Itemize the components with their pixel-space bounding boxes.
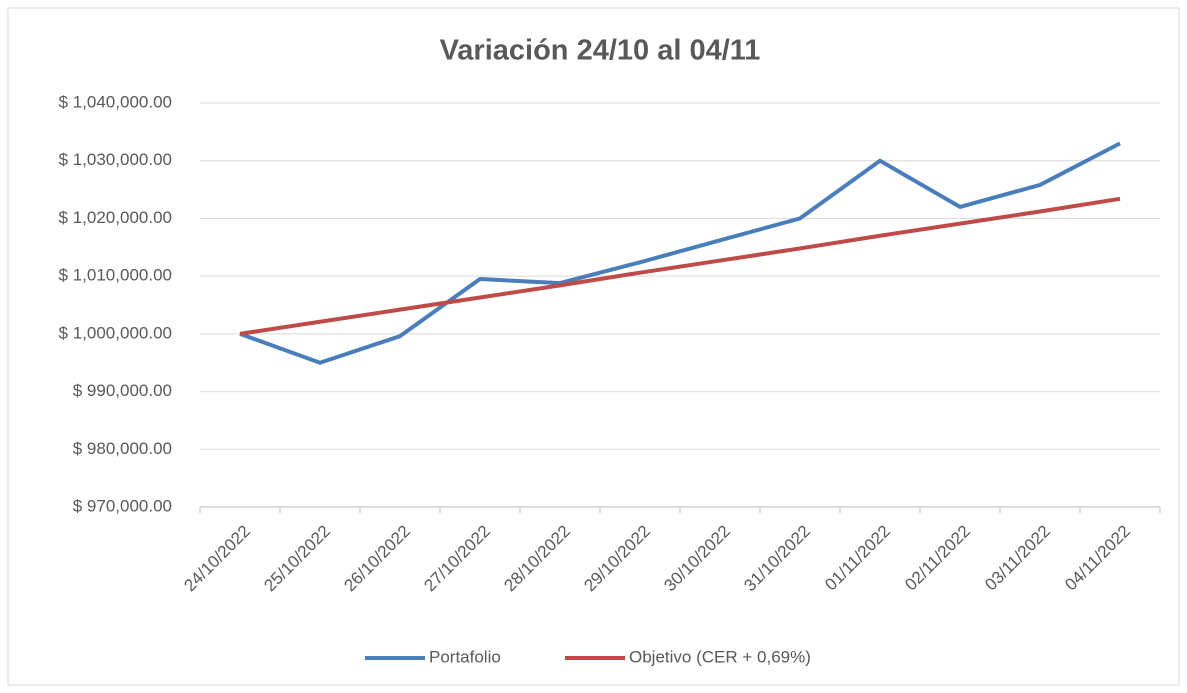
series-line [239,196,1121,336]
y-tick-label: $ 1,010,000.00 [59,266,172,285]
y-tick-label: $ 1,020,000.00 [59,208,172,227]
chart-title: Variación 24/10 al 04/11 [440,35,761,67]
y-tick-label: $ 1,030,000.00 [59,150,172,169]
y-tick-label: $ 1,000,000.00 [59,323,172,342]
legend-label: Portafolio [429,647,501,666]
chart-border [7,7,1180,686]
series-line [239,141,1121,365]
y-tick-label: $ 970,000.00 [73,496,172,515]
y-tick-label: $ 980,000.00 [73,439,172,458]
y-tick-label: $ 990,000.00 [73,381,172,400]
y-tick-label: $ 1,040,000.00 [59,92,172,111]
legend-label: Objetivo (CER + 0,69%) [629,647,811,666]
